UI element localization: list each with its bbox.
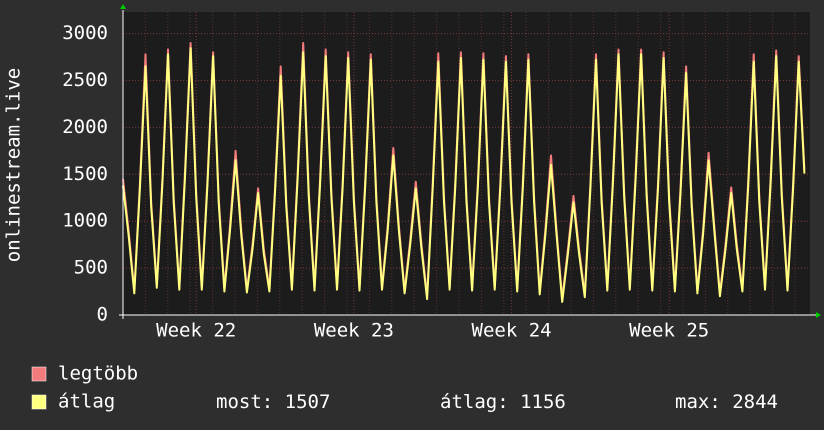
x-tick-label: Week 24 bbox=[472, 320, 552, 342]
y-tick-label: 500 bbox=[74, 257, 108, 279]
stat-label: max: bbox=[675, 391, 721, 413]
y-axis-label: onlinestream.live bbox=[3, 68, 25, 262]
x-tick-label: Week 23 bbox=[314, 320, 394, 342]
axis-arrow bbox=[120, 4, 126, 9]
y-tick-label: 1500 bbox=[62, 163, 108, 185]
x-tick-label: Week 25 bbox=[629, 320, 709, 342]
series-line bbox=[122, 47, 806, 303]
stat-value: 1156 bbox=[520, 391, 566, 413]
stat-label: átlag: bbox=[440, 391, 509, 413]
stat-value: 1507 bbox=[285, 391, 331, 413]
stat-value: 2844 bbox=[732, 391, 778, 413]
y-tick-label: 2500 bbox=[62, 69, 108, 91]
y-tick-label: 3000 bbox=[62, 22, 108, 44]
stat: most: 1507 bbox=[216, 391, 330, 413]
stat: max: 2844 bbox=[675, 391, 778, 413]
axis-arrow bbox=[816, 312, 821, 318]
x-tick-label: Week 22 bbox=[156, 320, 236, 342]
legend-label: átlag bbox=[58, 391, 115, 413]
y-tick-label: 0 bbox=[97, 304, 108, 326]
legend-label: legtöbb bbox=[58, 363, 138, 385]
legend-swatch bbox=[31, 394, 47, 410]
stat: átlag: 1156 bbox=[440, 391, 566, 413]
y-tick-label: 1000 bbox=[62, 210, 108, 232]
legend-swatch bbox=[31, 366, 47, 382]
stat-label: most: bbox=[216, 391, 273, 413]
y-tick-label: 2000 bbox=[62, 116, 108, 138]
